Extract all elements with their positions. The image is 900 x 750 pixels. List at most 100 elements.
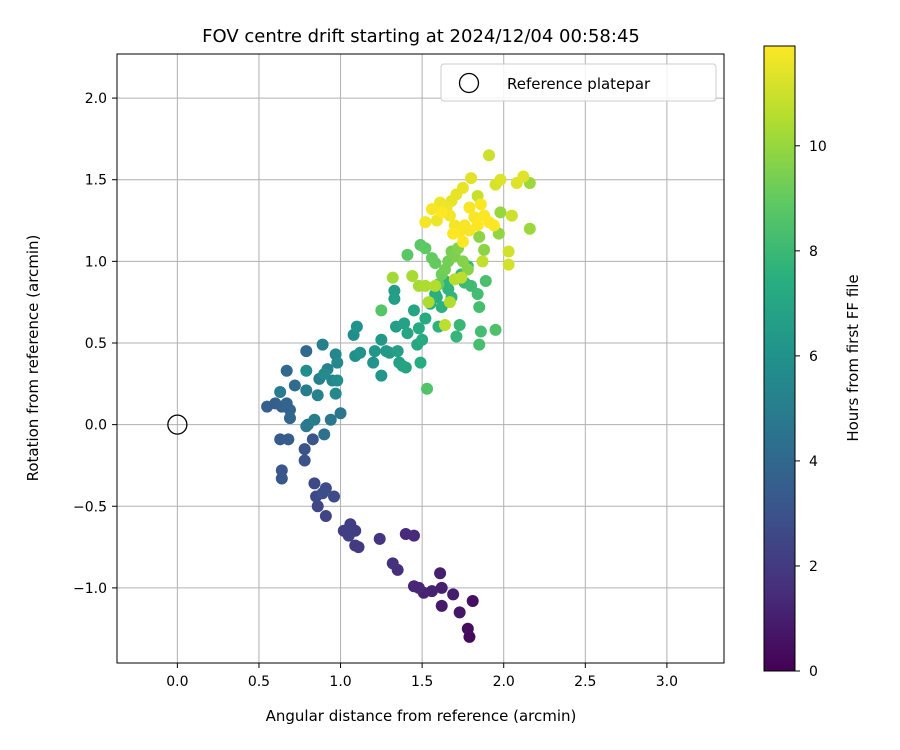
data-point	[502, 258, 515, 271]
data-point	[391, 345, 404, 358]
data-point	[401, 327, 414, 340]
data-point	[373, 532, 386, 545]
x-tick-label: 3.0	[656, 674, 678, 690]
y-axis-title: Rotation from reference (arcmin)	[24, 235, 42, 482]
x-tick-label: 2.5	[574, 674, 596, 690]
data-point	[350, 320, 363, 333]
data-point	[483, 149, 496, 162]
data-point	[435, 599, 448, 612]
data-point	[328, 490, 341, 503]
data-point	[443, 296, 456, 309]
data-point	[329, 387, 342, 400]
data-point	[479, 274, 492, 287]
data-point	[461, 622, 474, 635]
data-point	[473, 230, 486, 243]
legend-marker	[458, 72, 480, 94]
x-tick-label: 2.0	[493, 674, 515, 690]
data-point	[419, 279, 432, 292]
x-tick-label: 0.5	[248, 674, 270, 690]
data-point	[476, 255, 489, 268]
data-point	[334, 407, 347, 420]
data-points	[261, 149, 536, 643]
data-point	[406, 270, 419, 283]
data-point	[473, 338, 486, 351]
data-point	[316, 338, 329, 351]
data-point	[474, 325, 487, 338]
colorbar-tick-label: 4	[809, 454, 818, 470]
data-point	[398, 317, 411, 330]
legend-box	[440, 63, 717, 102]
data-point	[465, 172, 478, 185]
data-point	[367, 356, 380, 369]
data-point	[300, 345, 313, 358]
data-point	[319, 510, 332, 523]
data-point	[453, 319, 466, 332]
x-tick-label: 0.0	[166, 674, 188, 690]
data-point	[288, 379, 301, 392]
plot-frame	[116, 53, 725, 664]
y-tick-label: 2.0	[85, 91, 107, 107]
data-point	[407, 304, 420, 317]
data-point	[419, 242, 432, 255]
data-point	[434, 196, 447, 209]
data-point	[342, 529, 355, 542]
data-point	[280, 364, 293, 377]
x-tick-label: 1.0	[329, 674, 351, 690]
data-point	[471, 288, 484, 301]
data-point	[447, 588, 460, 601]
data-point	[489, 323, 502, 336]
y-axis-ticks: −1.0 −0.5 0.0 0.5 1.0 1.5 2.0	[73, 91, 117, 597]
data-point	[283, 412, 296, 425]
y-tick-label: 1.5	[85, 173, 107, 189]
data-point	[487, 219, 500, 232]
colorbar-tick-label: 0	[809, 664, 818, 680]
data-point	[435, 206, 448, 219]
data-point	[429, 279, 442, 292]
data-point	[407, 580, 420, 593]
colorbar-tick-label: 10	[809, 139, 827, 155]
data-point	[447, 227, 460, 240]
data-point	[300, 384, 313, 397]
data-point	[331, 356, 344, 369]
colorbar-tick-label: 8	[809, 244, 818, 260]
data-point	[375, 304, 388, 317]
data-point	[474, 198, 487, 211]
data-point	[368, 345, 381, 358]
data-point	[316, 487, 329, 500]
data-point	[386, 271, 399, 284]
data-point	[416, 333, 429, 346]
data-point	[331, 374, 344, 387]
data-point	[517, 170, 530, 183]
data-point	[298, 454, 311, 467]
colorbar-tick-label: 6	[809, 349, 818, 365]
data-point	[388, 292, 401, 305]
colorbar-title: Hours from first FF file	[844, 274, 862, 441]
data-point	[455, 271, 468, 284]
data-point	[466, 594, 479, 607]
data-point	[298, 443, 311, 456]
data-point	[456, 235, 469, 248]
data-point	[412, 322, 425, 335]
x-axis-title: Angular distance from reference (arcmin)	[266, 707, 577, 725]
data-point	[425, 203, 438, 216]
data-point	[308, 413, 321, 426]
data-point	[450, 330, 463, 343]
data-point	[399, 528, 412, 541]
data-point	[438, 319, 451, 332]
data-point	[399, 361, 412, 374]
colorbar-ticks: 0 2 4 6 8 10	[795, 139, 827, 680]
data-point	[300, 364, 313, 377]
data-point	[386, 557, 399, 570]
data-point	[463, 201, 476, 214]
data-point	[318, 428, 331, 441]
data-point	[471, 219, 484, 232]
data-point	[434, 567, 447, 580]
data-point	[502, 245, 515, 258]
colorbar-tick-label: 2	[809, 559, 818, 575]
data-point	[473, 301, 486, 314]
data-point	[282, 433, 295, 446]
data-point	[422, 296, 435, 309]
data-point	[505, 209, 518, 222]
chart-title: FOV centre drift starting at 2024/12/04 …	[202, 26, 640, 47]
